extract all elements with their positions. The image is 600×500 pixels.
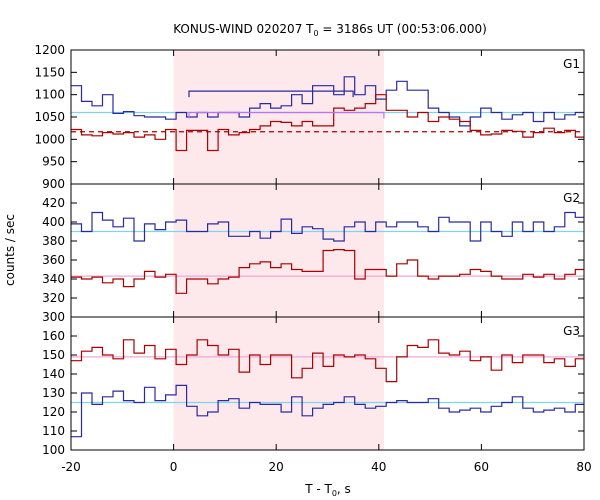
highlight-region bbox=[173, 317, 384, 450]
y-tick-label: 360 bbox=[42, 253, 65, 267]
level-segment-blue bbox=[188, 90, 354, 98]
y-tick-label: 130 bbox=[42, 386, 65, 400]
y-tick-label: 950 bbox=[42, 155, 65, 169]
y-tick-label: 1150 bbox=[34, 65, 65, 79]
panel-plot bbox=[71, 76, 584, 152]
y-tick-label: 140 bbox=[42, 367, 65, 381]
y-tick-label: 150 bbox=[42, 348, 65, 362]
series-red-line bbox=[71, 94, 584, 152]
panel-plot bbox=[71, 339, 584, 438]
y-tick-label: 300 bbox=[42, 310, 65, 324]
series-red-line bbox=[71, 249, 584, 294]
x-tick-label: 60 bbox=[474, 460, 489, 474]
x-tick-label: 80 bbox=[576, 460, 591, 474]
chart-title: KONUS-WIND 020207 T0 = 3186s UT (00:53:0… bbox=[173, 22, 487, 38]
x-tick-label: 20 bbox=[269, 460, 284, 474]
y-tick-label: 320 bbox=[42, 291, 65, 305]
x-tick-label: 40 bbox=[371, 460, 386, 474]
series-red-line bbox=[71, 339, 584, 383]
panel-label: G2 bbox=[563, 191, 580, 205]
series-blue-line bbox=[71, 211, 584, 242]
series-blue-line bbox=[71, 384, 584, 438]
y-tick-label: 1100 bbox=[34, 88, 65, 102]
y-tick-label: 380 bbox=[42, 234, 65, 248]
y-tick-label: 1200 bbox=[34, 43, 65, 57]
panel-frame bbox=[70, 316, 585, 451]
y-tick-label: 110 bbox=[42, 424, 65, 438]
y-tick-label: 900 bbox=[42, 177, 65, 191]
y-tick-label: 400 bbox=[42, 215, 65, 229]
y-tick-label: 1050 bbox=[34, 110, 65, 124]
x-tick-label: -20 bbox=[61, 460, 81, 474]
panel-plot bbox=[71, 211, 584, 294]
y-tick-label: 120 bbox=[42, 405, 65, 419]
y-axis-label: counts / sec bbox=[3, 214, 17, 286]
y-tick-label: 340 bbox=[42, 272, 65, 286]
series-blue-line bbox=[71, 76, 584, 127]
panel-g1: 900 950 1000 1050 1100 1150 1200 G1 bbox=[34, 43, 585, 191]
y-tick-label: 100 bbox=[42, 443, 65, 457]
panel-g3: 100 110 120 130 140 150 160 G3 bbox=[42, 316, 585, 457]
x-axis-label: T - T0, s bbox=[304, 482, 351, 498]
panel-label: G1 bbox=[563, 57, 580, 71]
plot-area: 90095010001050110011501200G1300320340360… bbox=[34, 43, 591, 474]
highlight-region bbox=[173, 50, 384, 184]
xlabel-subscript: 0 bbox=[332, 489, 337, 498]
y-tick-label: 1000 bbox=[34, 132, 65, 146]
level-segment-violet bbox=[188, 111, 385, 119]
title-subscript: 0 bbox=[313, 29, 318, 38]
panel-label: G3 bbox=[563, 324, 580, 338]
panel-g2: 300 320 340 360 380 400 420 G2 bbox=[42, 183, 585, 324]
y-tick-label: 420 bbox=[42, 196, 65, 210]
x-tick-label: 0 bbox=[170, 460, 178, 474]
y-tick-label: 160 bbox=[42, 329, 65, 343]
